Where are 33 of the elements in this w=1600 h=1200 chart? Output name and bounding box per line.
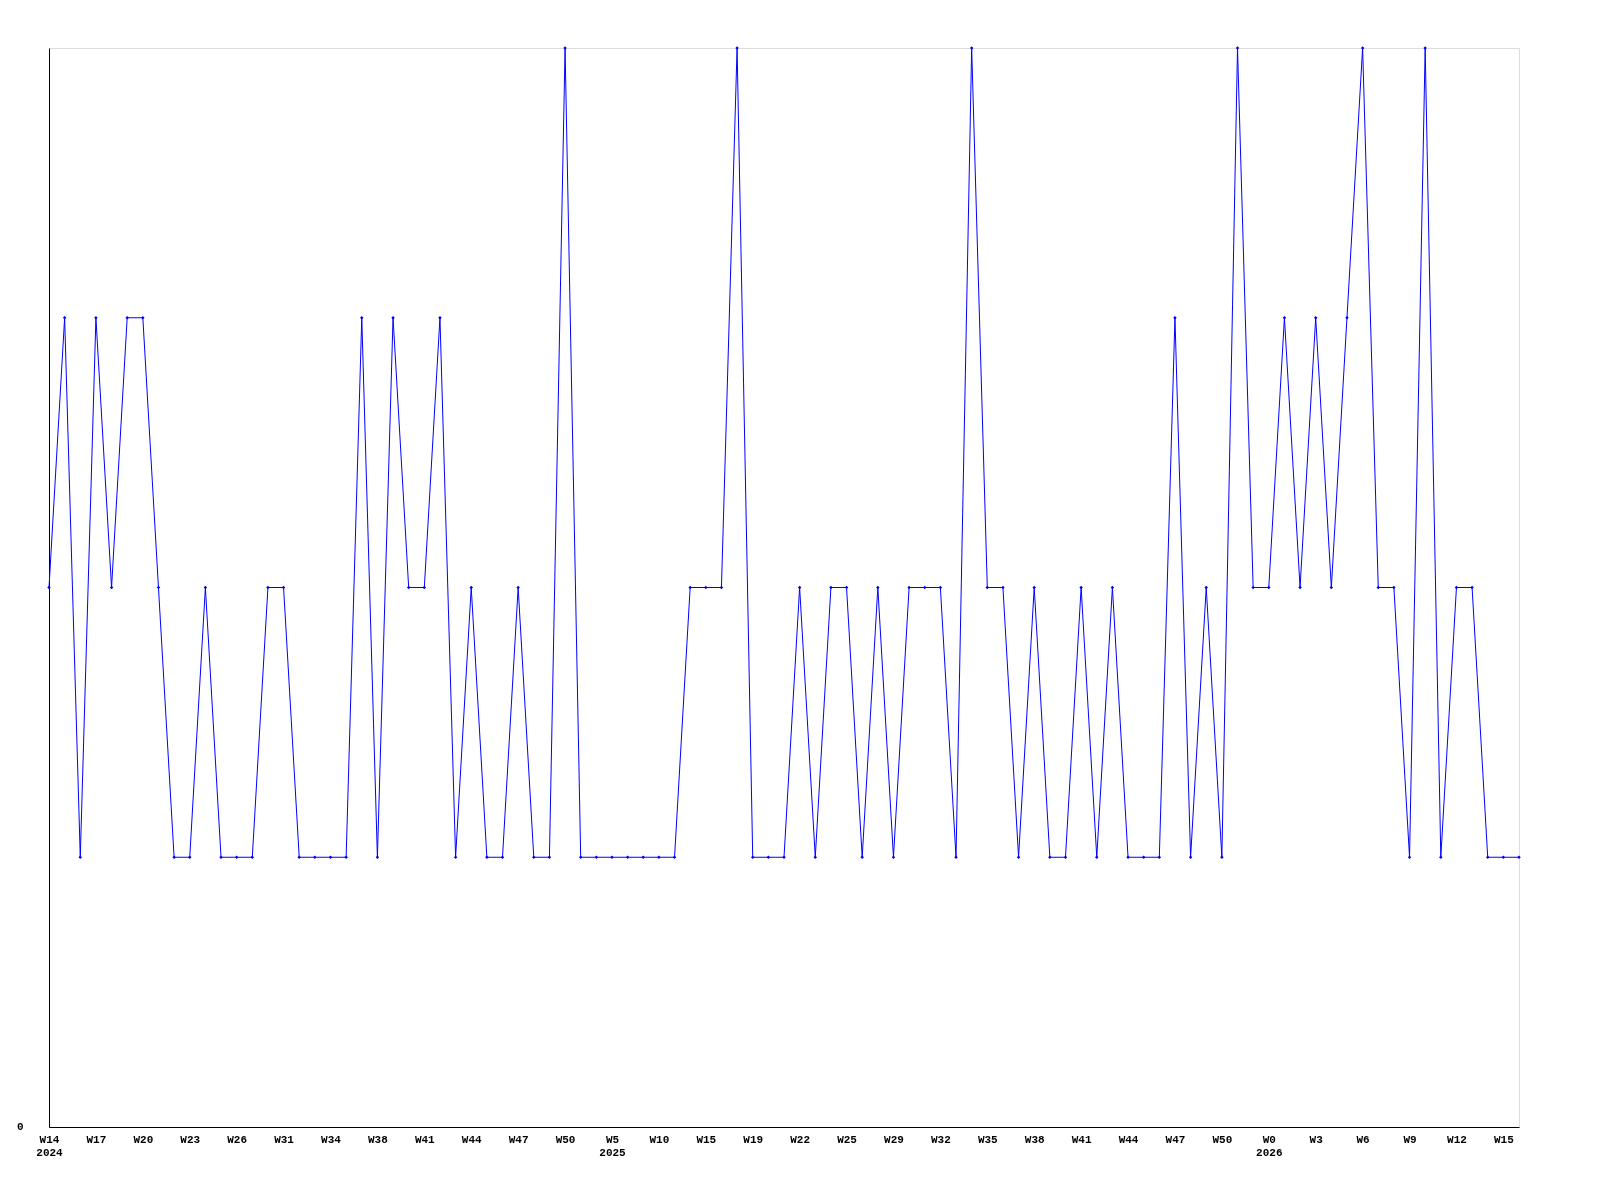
x-tick-label: W17	[86, 1133, 107, 1146]
x-tick-label: W41	[1071, 1133, 1092, 1146]
x-tick-label: W9	[1403, 1133, 1417, 1146]
x-tick-label: W19	[743, 1133, 764, 1146]
x-tick-label: W25	[837, 1133, 858, 1146]
x-tick-label: W15	[1493, 1133, 1515, 1146]
x-tick-label: W10	[649, 1133, 670, 1146]
x-tick-label: W32	[930, 1133, 951, 1146]
x-tick-label: W38	[1024, 1133, 1046, 1146]
text: 0	[17, 1121, 24, 1133]
x-tick-label: W14 2024	[36, 1133, 64, 1159]
x-tick-label: W47	[508, 1133, 529, 1146]
x-tick-label: W41	[414, 1133, 436, 1146]
x-tick-label: W29	[884, 1133, 904, 1146]
x-tick-label: W50	[1212, 1133, 1233, 1146]
x-tick-label: W44	[461, 1133, 483, 1146]
x-tick-label: W44	[1118, 1133, 1139, 1146]
x-tick-label: W22	[790, 1133, 811, 1146]
x-tick-label: W12	[1447, 1133, 1467, 1146]
x-tick-label: W20	[133, 1133, 154, 1146]
x-tick-label: W50	[555, 1133, 576, 1146]
x-tick-label: W5 2025	[599, 1133, 627, 1159]
x-tick-label: W15	[696, 1133, 717, 1146]
x-tick-label: W0 2026	[1256, 1133, 1283, 1159]
x-tick-label: W34	[321, 1133, 342, 1146]
x-tick-label: W38	[368, 1133, 389, 1146]
x-tick-label: W47	[1165, 1133, 1186, 1146]
x-tick-label: W26	[227, 1133, 248, 1146]
x-tick-label: W35	[977, 1133, 999, 1146]
x-tick-label: W31	[274, 1133, 295, 1146]
x-tick-label: W23	[180, 1133, 201, 1146]
x-tick-label: W6	[1356, 1133, 1370, 1146]
x-tick-label: W3	[1309, 1133, 1324, 1146]
